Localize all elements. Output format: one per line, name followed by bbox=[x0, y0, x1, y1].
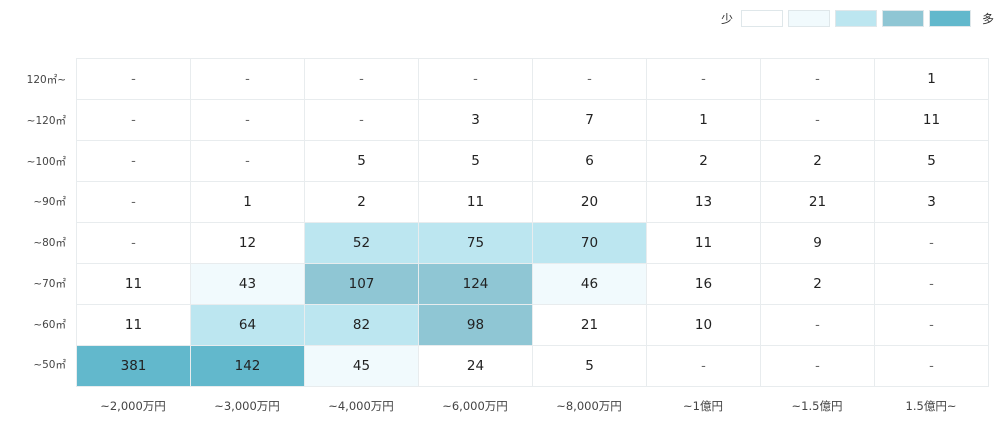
heatmap-cell: - bbox=[874, 263, 989, 305]
legend-swatch-4 bbox=[881, 9, 924, 27]
heatmap-cell: 98 bbox=[418, 304, 533, 346]
heatmap-cell: - bbox=[304, 99, 419, 141]
heatmap-cell: 142 bbox=[190, 345, 305, 387]
heatmap-cell: 107 bbox=[304, 263, 419, 305]
row-label: ~50㎡ bbox=[33, 359, 66, 372]
heatmap-row: -12 52 75 70 11 9- bbox=[76, 222, 989, 264]
heatmap-cell: 6 bbox=[532, 140, 647, 182]
heatmap-cell: 13 bbox=[646, 181, 761, 223]
heatmap-cell: 124 bbox=[418, 263, 533, 305]
heatmap-cell: 7 bbox=[532, 99, 647, 141]
heatmap-cell: 70 bbox=[532, 222, 647, 264]
row-label: ~120㎡ bbox=[26, 114, 66, 127]
heatmap-cell: 3 bbox=[418, 99, 533, 141]
legend-swatch-5 bbox=[928, 9, 971, 27]
heatmap-cell: 5 bbox=[304, 140, 419, 182]
row-label: ~80㎡ bbox=[33, 237, 66, 249]
row-label: ~70㎡ bbox=[33, 277, 66, 290]
heatmap-cell: - bbox=[760, 99, 875, 141]
column-label: ~8,000万円 bbox=[556, 399, 622, 413]
heatmap-cell: - bbox=[190, 140, 305, 182]
heatmap-cell: 2 bbox=[304, 181, 419, 223]
heatmap-cell: 11 bbox=[646, 222, 761, 264]
heatmap-cell: - bbox=[76, 140, 191, 182]
row-label: ~90㎡ bbox=[33, 196, 66, 209]
heatmap-cell: - bbox=[760, 304, 875, 346]
heatmap-cell: 1 bbox=[874, 58, 989, 100]
column-label: ~1.5億円 bbox=[791, 399, 843, 413]
color-legend: 少 多 bbox=[721, 8, 994, 28]
heatmap-cell: 9 bbox=[760, 222, 875, 264]
heatmap-cell: - bbox=[874, 345, 989, 387]
heatmap-cell: - bbox=[532, 58, 647, 100]
legend-swatch-3 bbox=[834, 9, 877, 27]
heatmap-cell: - bbox=[760, 345, 875, 387]
heatmap-grid: - - - - - - -1- - -3 7 1-11- -5 5 6 2 2 5-1 2 11 20 13 21 3-12… bbox=[76, 58, 989, 387]
heatmap-row: 381 142 45 24 5- - - bbox=[76, 345, 989, 387]
heatmap-cell: 24 bbox=[418, 345, 533, 387]
heatmap-cell: 12 bbox=[190, 222, 305, 264]
heatmap-cell: 21 bbox=[532, 304, 647, 346]
heatmap-cell: 43 bbox=[190, 263, 305, 305]
heatmap-cell: - bbox=[76, 181, 191, 223]
column-label: ~2,000万円 bbox=[100, 399, 166, 413]
heatmap-cell: 2 bbox=[646, 140, 761, 182]
heatmap-cell: 5 bbox=[874, 140, 989, 182]
heatmap-row: -------1 bbox=[76, 58, 989, 100]
column-label: ~6,000万円 bbox=[442, 399, 508, 413]
row-label: ~60㎡ bbox=[33, 318, 66, 331]
legend-high-label: 多 bbox=[981, 11, 994, 26]
heatmap-cell: 16 bbox=[646, 263, 761, 305]
heatmap-cell: 5 bbox=[532, 345, 647, 387]
heatmap-row: - - -3 7 1-11 bbox=[76, 99, 989, 141]
heatmap-cell: 2 bbox=[760, 263, 875, 305]
row-label: ~100㎡ bbox=[26, 155, 66, 168]
heatmap-cell: - bbox=[190, 58, 305, 100]
heatmap-cell: - bbox=[646, 345, 761, 387]
heatmap-cell: 11 bbox=[874, 99, 989, 141]
heatmap-cell: 21 bbox=[760, 181, 875, 223]
heatmap-cell: - bbox=[646, 58, 761, 100]
heatmap-cell: - bbox=[874, 304, 989, 346]
heatmap-cell: 46 bbox=[532, 263, 647, 305]
heatmap-cell: - bbox=[874, 222, 989, 264]
heatmap-cell: - bbox=[304, 58, 419, 100]
heatmap-cell: 1 bbox=[646, 99, 761, 141]
heatmap-cell: - bbox=[418, 58, 533, 100]
heatmap-cell: - bbox=[76, 222, 191, 264]
heatmap-cell: 11 bbox=[418, 181, 533, 223]
heatmap-cell: - bbox=[760, 58, 875, 100]
heatmap-cell: - bbox=[190, 99, 305, 141]
column-label: ~1億円 bbox=[683, 399, 723, 413]
heatmap-cell: - bbox=[76, 99, 191, 141]
legend-swatch-1 bbox=[740, 9, 783, 27]
heatmap-row: -1 2 11 20 13 21 3 bbox=[76, 181, 989, 223]
heatmap-cell: - bbox=[76, 58, 191, 100]
legend-low-label: 少 bbox=[720, 11, 733, 26]
heatmap-cell: 5 bbox=[418, 140, 533, 182]
heatmap-cell: 2 bbox=[760, 140, 875, 182]
column-label: ~3,000万円 bbox=[214, 399, 280, 413]
heatmap-row: 11 43 107 124 46 16 2- bbox=[76, 263, 989, 305]
heatmap-cell: 52 bbox=[304, 222, 419, 264]
heatmap-cell: 11 bbox=[76, 263, 191, 305]
heatmap-cell: 45 bbox=[304, 345, 419, 387]
column-label: ~4,000万円 bbox=[328, 399, 394, 413]
heatmap-cell: 11 bbox=[76, 304, 191, 346]
heatmap-cell: 64 bbox=[190, 304, 305, 346]
heatmap-cell: 10 bbox=[646, 304, 761, 346]
heatmap-cell: 82 bbox=[304, 304, 419, 346]
column-label: 1.5億円~ bbox=[905, 399, 957, 413]
row-label: 120㎡~ bbox=[26, 74, 66, 86]
heatmap-cell: 3 bbox=[874, 181, 989, 223]
heatmap-cell: 381 bbox=[76, 345, 191, 387]
heatmap-cell: 1 bbox=[190, 181, 305, 223]
heatmap-cell: 75 bbox=[418, 222, 533, 264]
heatmap-cell: 20 bbox=[532, 181, 647, 223]
heatmap-row: 11 64 82 98 21 10- - bbox=[76, 304, 989, 346]
legend-swatch-2 bbox=[787, 9, 830, 27]
